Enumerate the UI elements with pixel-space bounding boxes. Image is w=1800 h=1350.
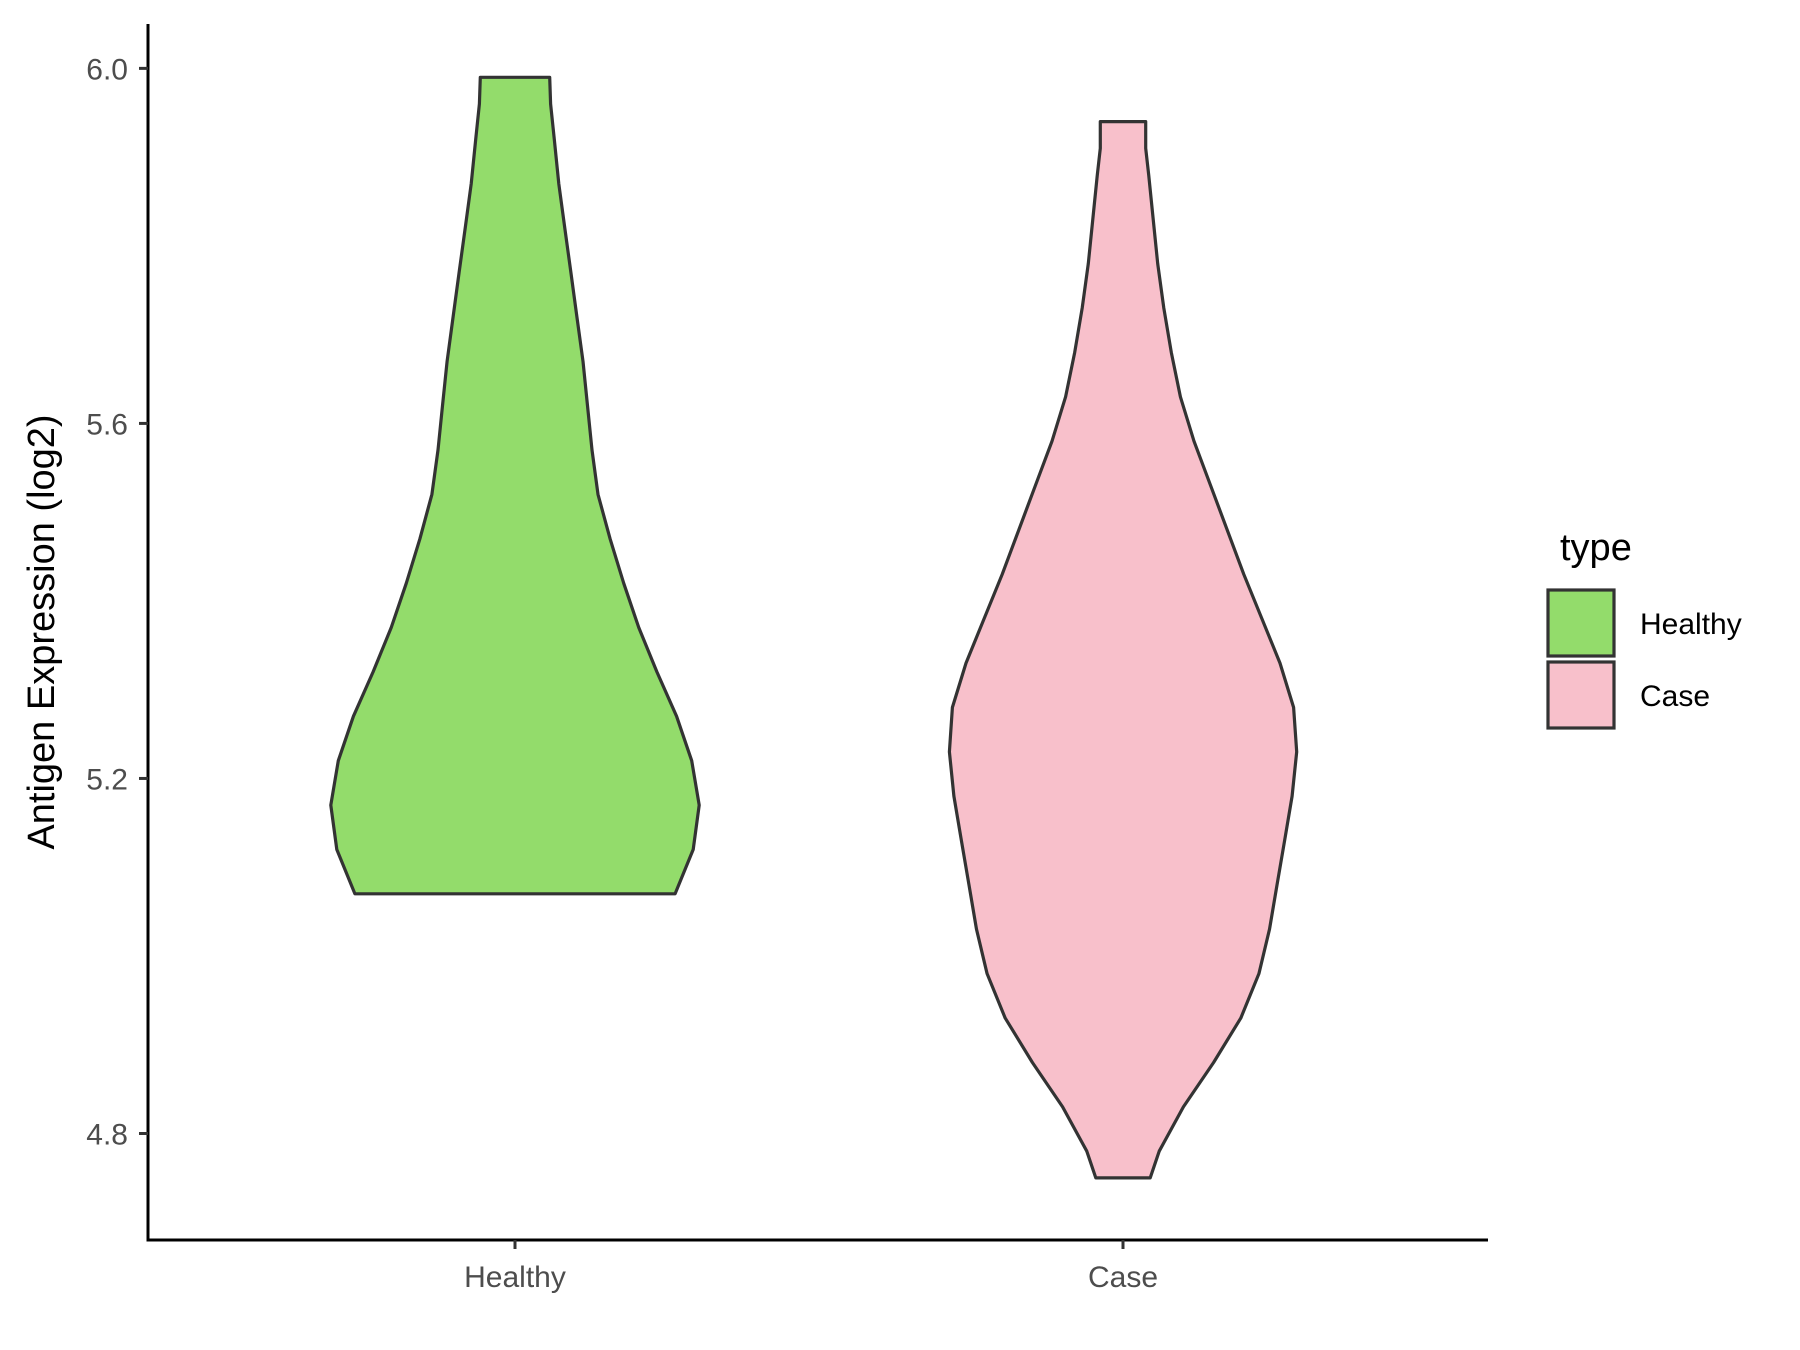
- violin-healthy: [329, 75, 701, 896]
- legend-label-case: Case: [1640, 680, 1710, 713]
- violin-case: [947, 120, 1299, 1180]
- legend-key-case: [1546, 660, 1616, 730]
- violin-layer: [329, 75, 1299, 1180]
- y-tick-label: 5.2: [86, 763, 128, 796]
- y-axis-title: Antigen Expression (log2): [21, 414, 63, 849]
- y-tick-label: 5.6: [86, 408, 128, 441]
- x-axis-ticks: Healthy Case: [464, 1240, 1158, 1294]
- y-tick-label: 6.0: [86, 53, 128, 86]
- x-tick-label: Healthy: [464, 1261, 566, 1294]
- y-axis-ticks: 4.8 5.2 5.6 6.0: [86, 53, 148, 1151]
- legend: type Healthy Case: [1546, 527, 1742, 730]
- legend-label-healthy: Healthy: [1640, 608, 1742, 641]
- legend-key-healthy: [1546, 588, 1616, 658]
- legend-title: type: [1560, 527, 1632, 569]
- x-tick-label: Case: [1088, 1261, 1158, 1294]
- y-tick-label: 4.8: [86, 1118, 128, 1151]
